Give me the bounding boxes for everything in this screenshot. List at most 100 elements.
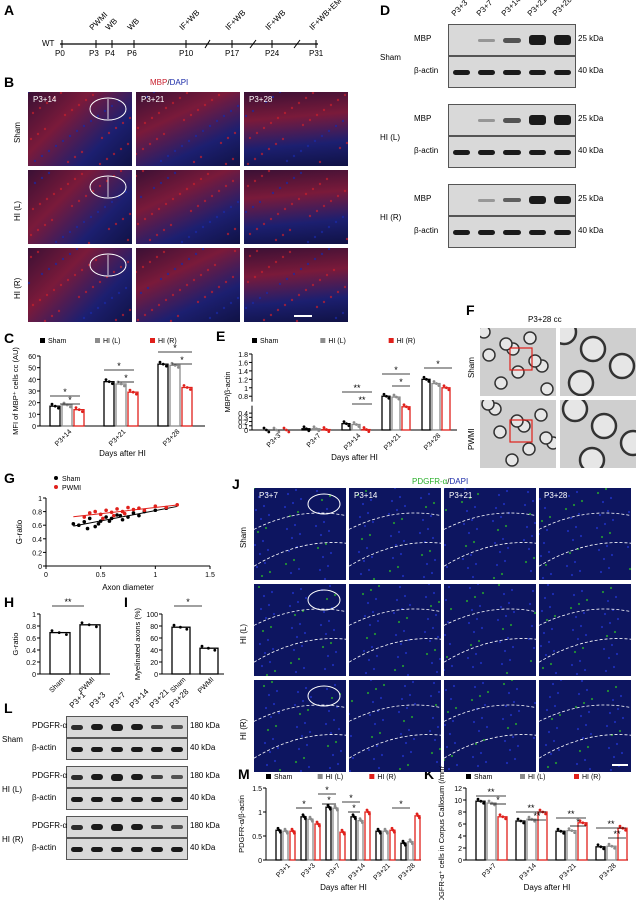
cell-dot: [325, 507, 329, 511]
blot-band: [91, 796, 103, 802]
cell-dot: [613, 720, 617, 724]
cell-dot: [171, 293, 175, 297]
panel-j-title-sep: /: [447, 477, 450, 486]
cell-dot: [199, 273, 203, 277]
y-tick-label: 1: [38, 496, 42, 503]
cell-dot: [323, 577, 327, 580]
cell-dot: [196, 108, 200, 112]
cell-dot: [50, 218, 54, 222]
cell-dot: [412, 737, 416, 741]
cell-dot: [265, 491, 269, 495]
cell-dot: [226, 136, 230, 140]
cell-dot: [229, 109, 233, 113]
cell-dot: [267, 265, 271, 269]
cell-dot: [479, 661, 483, 665]
cell-dot: [61, 235, 65, 239]
x-tick-label: 0: [44, 572, 48, 579]
data-point: [293, 831, 296, 835]
cell-dot: [429, 694, 433, 698]
cell-dot: [112, 270, 116, 274]
panel-f-row-label: PWMI: [467, 428, 476, 450]
blot-band: [553, 149, 571, 155]
cell-dot: [100, 136, 104, 140]
cell-dot: [271, 737, 275, 741]
micrograph-mbp: [244, 170, 348, 244]
blot-band: [111, 773, 123, 781]
cell-dot: [498, 550, 502, 554]
cell-dot: [315, 489, 319, 493]
bar: [289, 830, 296, 861]
cell-dot: [528, 512, 532, 516]
data-point: [123, 384, 126, 388]
cell-dot: [573, 650, 577, 654]
data-point: [317, 429, 321, 433]
cell-dot: [566, 529, 570, 533]
significance-marker: *: [399, 799, 403, 809]
micrograph-texture: [29, 170, 132, 244]
cell-dot: [545, 618, 549, 622]
data-point: [74, 406, 78, 410]
cell-dot: [508, 658, 512, 662]
bar: [115, 383, 127, 427]
cell-dot: [87, 241, 91, 244]
cell-dot: [607, 566, 611, 570]
cell-dot: [426, 617, 430, 621]
cell-dot: [570, 663, 574, 667]
cell-dot: [318, 278, 322, 282]
x-axis-title: Days after HI: [331, 453, 378, 462]
cell-dot: [325, 273, 329, 277]
cell-dot: [43, 223, 47, 227]
cell-dot: [299, 267, 303, 271]
cell-dot: [474, 562, 478, 566]
corpus-callosum-boundary: [539, 704, 631, 722]
cell-dot: [436, 725, 440, 729]
corpus-callosum-boundary: [444, 512, 536, 530]
cell-dot: [136, 152, 138, 156]
em-micrograph: [480, 400, 556, 468]
cell-dot: [465, 599, 469, 603]
cell-dot: [47, 149, 51, 153]
bar: [332, 807, 339, 861]
micrograph-mbp: [28, 248, 132, 322]
cell-dot: [283, 207, 287, 211]
blot-band: [131, 824, 143, 830]
cell-dot: [351, 756, 355, 760]
y-tick-label: 0.3: [238, 415, 248, 422]
cell-dot: [375, 744, 379, 748]
x-tick-label: P3+7: [325, 862, 342, 879]
cell-dot: [262, 126, 266, 130]
cell-dot: [399, 642, 403, 646]
cell-dot: [444, 668, 446, 672]
cell-dot: [121, 217, 125, 221]
cell-dot: [269, 313, 273, 317]
cell-dot: [260, 664, 264, 668]
cell-dot: [266, 548, 270, 552]
x-tick-label: P3+21: [559, 862, 578, 881]
cell-dot: [339, 749, 343, 753]
bar: [49, 631, 71, 675]
cell-dot: [274, 238, 278, 242]
cell-dot: [98, 184, 102, 188]
blot-band: [71, 746, 83, 752]
cell-dot: [444, 633, 447, 637]
cell-dot: [481, 681, 485, 685]
cell-dot: [431, 536, 435, 540]
cell-dot: [217, 93, 221, 97]
cell-dot: [615, 652, 619, 656]
data-point: [367, 430, 371, 433]
blot-protein-label: PDGFR-α: [32, 771, 68, 780]
cell-dot: [505, 489, 509, 493]
blot-group-label: HI (L): [380, 133, 400, 142]
cell-dot: [367, 748, 371, 752]
cell-dot: [531, 499, 535, 503]
legend-label: HI (L): [103, 338, 121, 345]
cell-dot: [285, 277, 289, 281]
bar: [157, 363, 169, 427]
legend-swatch: [95, 338, 100, 343]
data-point: [578, 819, 582, 823]
cell-dot: [585, 688, 589, 692]
legend-swatch: [466, 774, 471, 779]
cell-dot: [551, 592, 555, 596]
x-tick-label: P3+21: [383, 432, 402, 451]
